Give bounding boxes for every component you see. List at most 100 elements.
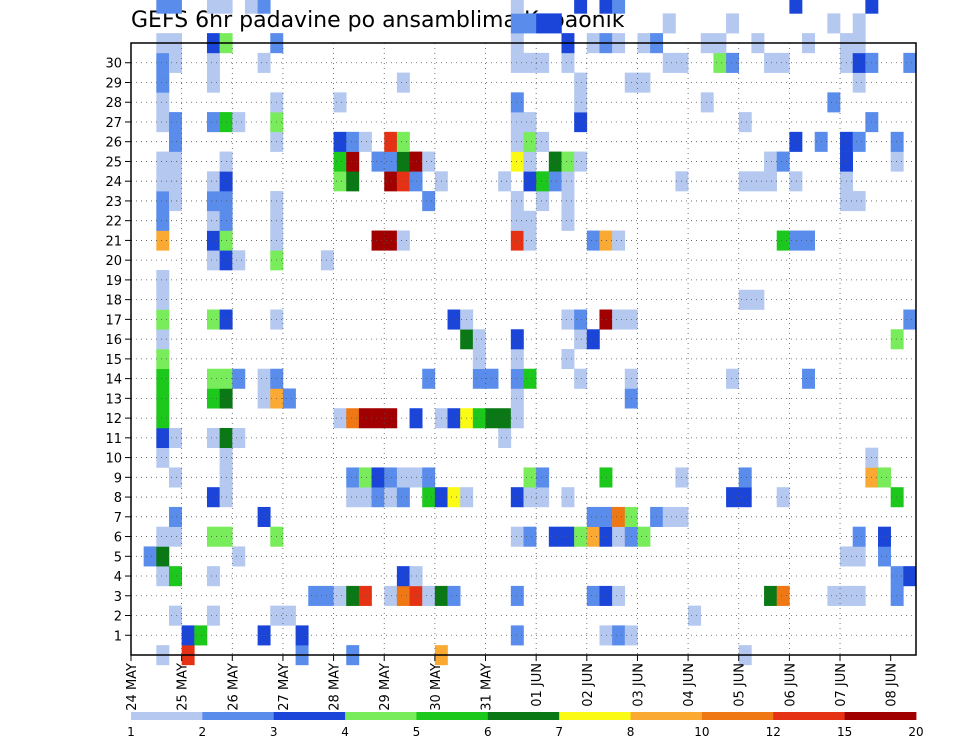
data-cell: [523, 13, 537, 34]
data-cell: [890, 487, 904, 508]
data-cell: [574, 368, 588, 389]
data-cell: [422, 151, 436, 172]
y-tick-label: 29: [105, 76, 122, 91]
data-cell: [346, 585, 360, 606]
x-tick-label: 05 JUN: [733, 663, 748, 707]
data-cell: [168, 131, 182, 152]
data-cell: [574, 309, 588, 330]
data-cell: [612, 625, 626, 646]
data-cell: [168, 171, 182, 192]
data-cell: [637, 72, 651, 93]
y-tick-label: 25: [105, 155, 122, 170]
data-cell: [156, 289, 170, 310]
data-cell: [206, 250, 220, 271]
data-cell: [384, 585, 398, 606]
data-cell: [802, 230, 816, 251]
data-cell: [827, 585, 841, 606]
data-cell: [181, 625, 195, 646]
data-cell: [599, 526, 613, 547]
data-cell: [156, 191, 170, 212]
data-cell: [358, 408, 372, 429]
data-cell: [384, 487, 398, 508]
colorbar-swatch: [202, 712, 275, 720]
data-cell: [295, 625, 309, 646]
data-cell: [751, 171, 765, 192]
data-cell: [561, 526, 575, 547]
data-cell: [548, 526, 562, 547]
y-tick-label: 15: [105, 353, 122, 368]
data-cell: [371, 408, 385, 429]
data-cell: [764, 585, 778, 606]
colorbar-label: 8: [627, 725, 635, 739]
x-tick-label: 02 JUN: [581, 663, 596, 707]
data-cell: [510, 230, 524, 251]
data-cell: [156, 92, 170, 113]
data-cell: [738, 467, 752, 488]
data-cell: [396, 151, 410, 172]
data-cell: [472, 368, 486, 389]
data-cell: [206, 566, 220, 587]
y-tick-label: 9: [114, 471, 122, 486]
data-cell: [156, 368, 170, 389]
data-cell: [206, 171, 220, 192]
data-cell: [510, 625, 524, 646]
colorbar-label: 1: [127, 725, 135, 739]
data-cell: [586, 329, 600, 350]
data-cell: [827, 92, 841, 113]
data-cell: [700, 92, 714, 113]
data-cell: [371, 151, 385, 172]
data-cell: [523, 467, 537, 488]
data-cell: [333, 131, 347, 152]
data-cell: [510, 52, 524, 73]
data-cell: [890, 151, 904, 172]
data-cell: [333, 151, 347, 172]
colorbar-label: 3: [270, 725, 278, 739]
data-cell: [574, 329, 588, 350]
y-tick-label: 17: [105, 313, 122, 328]
data-cell: [852, 546, 866, 567]
data-cell: [726, 52, 740, 73]
data-cell: [168, 605, 182, 626]
data-cell: [510, 0, 524, 14]
data-cell: [358, 131, 372, 152]
data-cell: [422, 585, 436, 606]
data-cell: [396, 566, 410, 587]
data-cell: [764, 171, 778, 192]
y-tick-label: 6: [114, 531, 122, 546]
data-cell: [662, 13, 676, 34]
data-cell: [472, 329, 486, 350]
data-cell: [156, 408, 170, 429]
data-cell: [156, 388, 170, 409]
y-tick-label: 30: [105, 57, 122, 72]
data-cell: [371, 230, 385, 251]
y-tick-label: 26: [105, 136, 122, 151]
data-cell: [168, 467, 182, 488]
data-cell: [346, 151, 360, 172]
data-cell: [852, 585, 866, 606]
y-tick-label: 28: [105, 96, 122, 111]
data-cell: [156, 546, 170, 567]
data-cell: [168, 52, 182, 73]
data-cell: [257, 52, 271, 73]
data-cell: [738, 112, 752, 133]
data-cell: [536, 52, 550, 73]
data-cell: [612, 526, 626, 547]
data-cell: [257, 388, 271, 409]
data-cell: [206, 112, 220, 133]
data-cell: [612, 309, 626, 330]
data-cell: [764, 52, 778, 73]
y-tick-label: 14: [105, 373, 122, 388]
data-cell: [320, 585, 334, 606]
data-cell: [206, 605, 220, 626]
data-cell: [396, 72, 410, 93]
data-cell: [510, 131, 524, 152]
y-tick-label: 11: [105, 432, 122, 447]
data-cell: [206, 487, 220, 508]
data-cell: [561, 191, 575, 212]
data-cell: [333, 408, 347, 429]
data-cell: [156, 171, 170, 192]
x-tick-label: 06 JUN: [783, 663, 798, 707]
data-cell: [422, 191, 436, 212]
data-cell: [827, 13, 841, 34]
